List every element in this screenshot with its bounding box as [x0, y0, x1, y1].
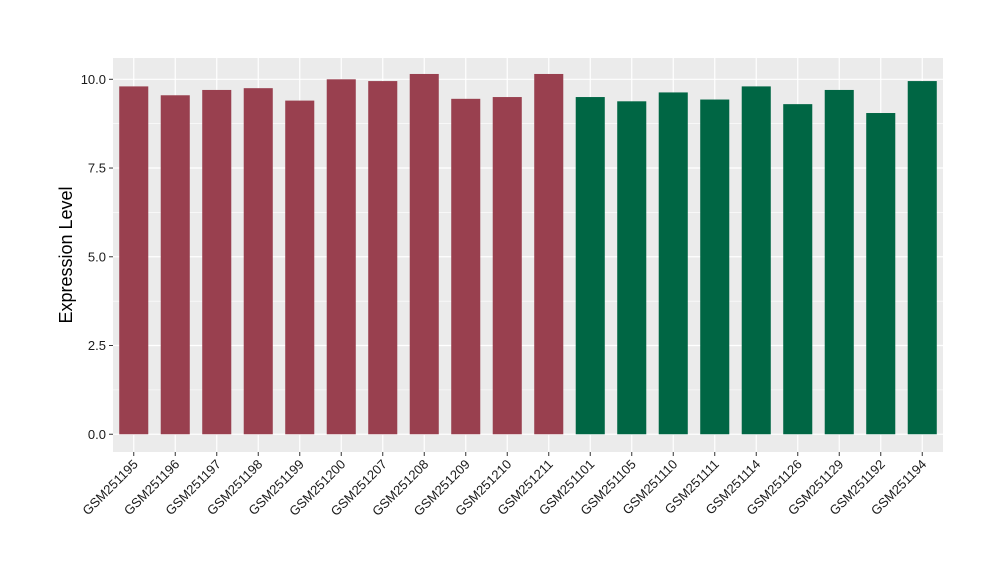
y-axis-title: Expression Level — [56, 186, 76, 323]
bar-GSM251126 — [783, 104, 813, 435]
bar-GSM251200 — [326, 79, 356, 435]
bar-GSM251192 — [866, 113, 896, 435]
bar-GSM251194 — [907, 81, 937, 435]
y-tick-label: 5.0 — [88, 249, 106, 264]
bar-GSM251199 — [285, 100, 315, 435]
bar-GSM251195 — [119, 86, 149, 435]
bar-GSM251110 — [658, 92, 688, 435]
bars — [119, 73, 937, 435]
bar-GSM251129 — [824, 89, 854, 435]
bar-GSM251105 — [617, 101, 647, 435]
bar-GSM251101 — [575, 97, 605, 435]
bar-GSM251197 — [202, 89, 232, 435]
bar-GSM251111 — [700, 99, 730, 435]
bar-GSM251198 — [243, 88, 273, 435]
y-tick-label: 0.0 — [88, 427, 106, 442]
y-axis: 0.0 2.5 5.0 7.5 10.0 — [81, 72, 113, 442]
y-tick-label: 7.5 — [88, 161, 106, 176]
y-tick-label: 2.5 — [88, 338, 106, 353]
x-axis: GSM251195GSM251196GSM251197GSM251198GSM2… — [79, 452, 929, 519]
plot-panel — [113, 58, 943, 452]
bar-GSM251210 — [492, 97, 522, 435]
bar-GSM251208 — [409, 73, 439, 435]
bar-GSM251196 — [160, 95, 190, 435]
bar-GSM251207 — [368, 81, 398, 435]
bar-GSM251114 — [741, 86, 771, 435]
y-tick-label: 10.0 — [81, 72, 106, 87]
bar-GSM251211 — [534, 73, 564, 435]
bar-GSM251209 — [451, 98, 481, 435]
